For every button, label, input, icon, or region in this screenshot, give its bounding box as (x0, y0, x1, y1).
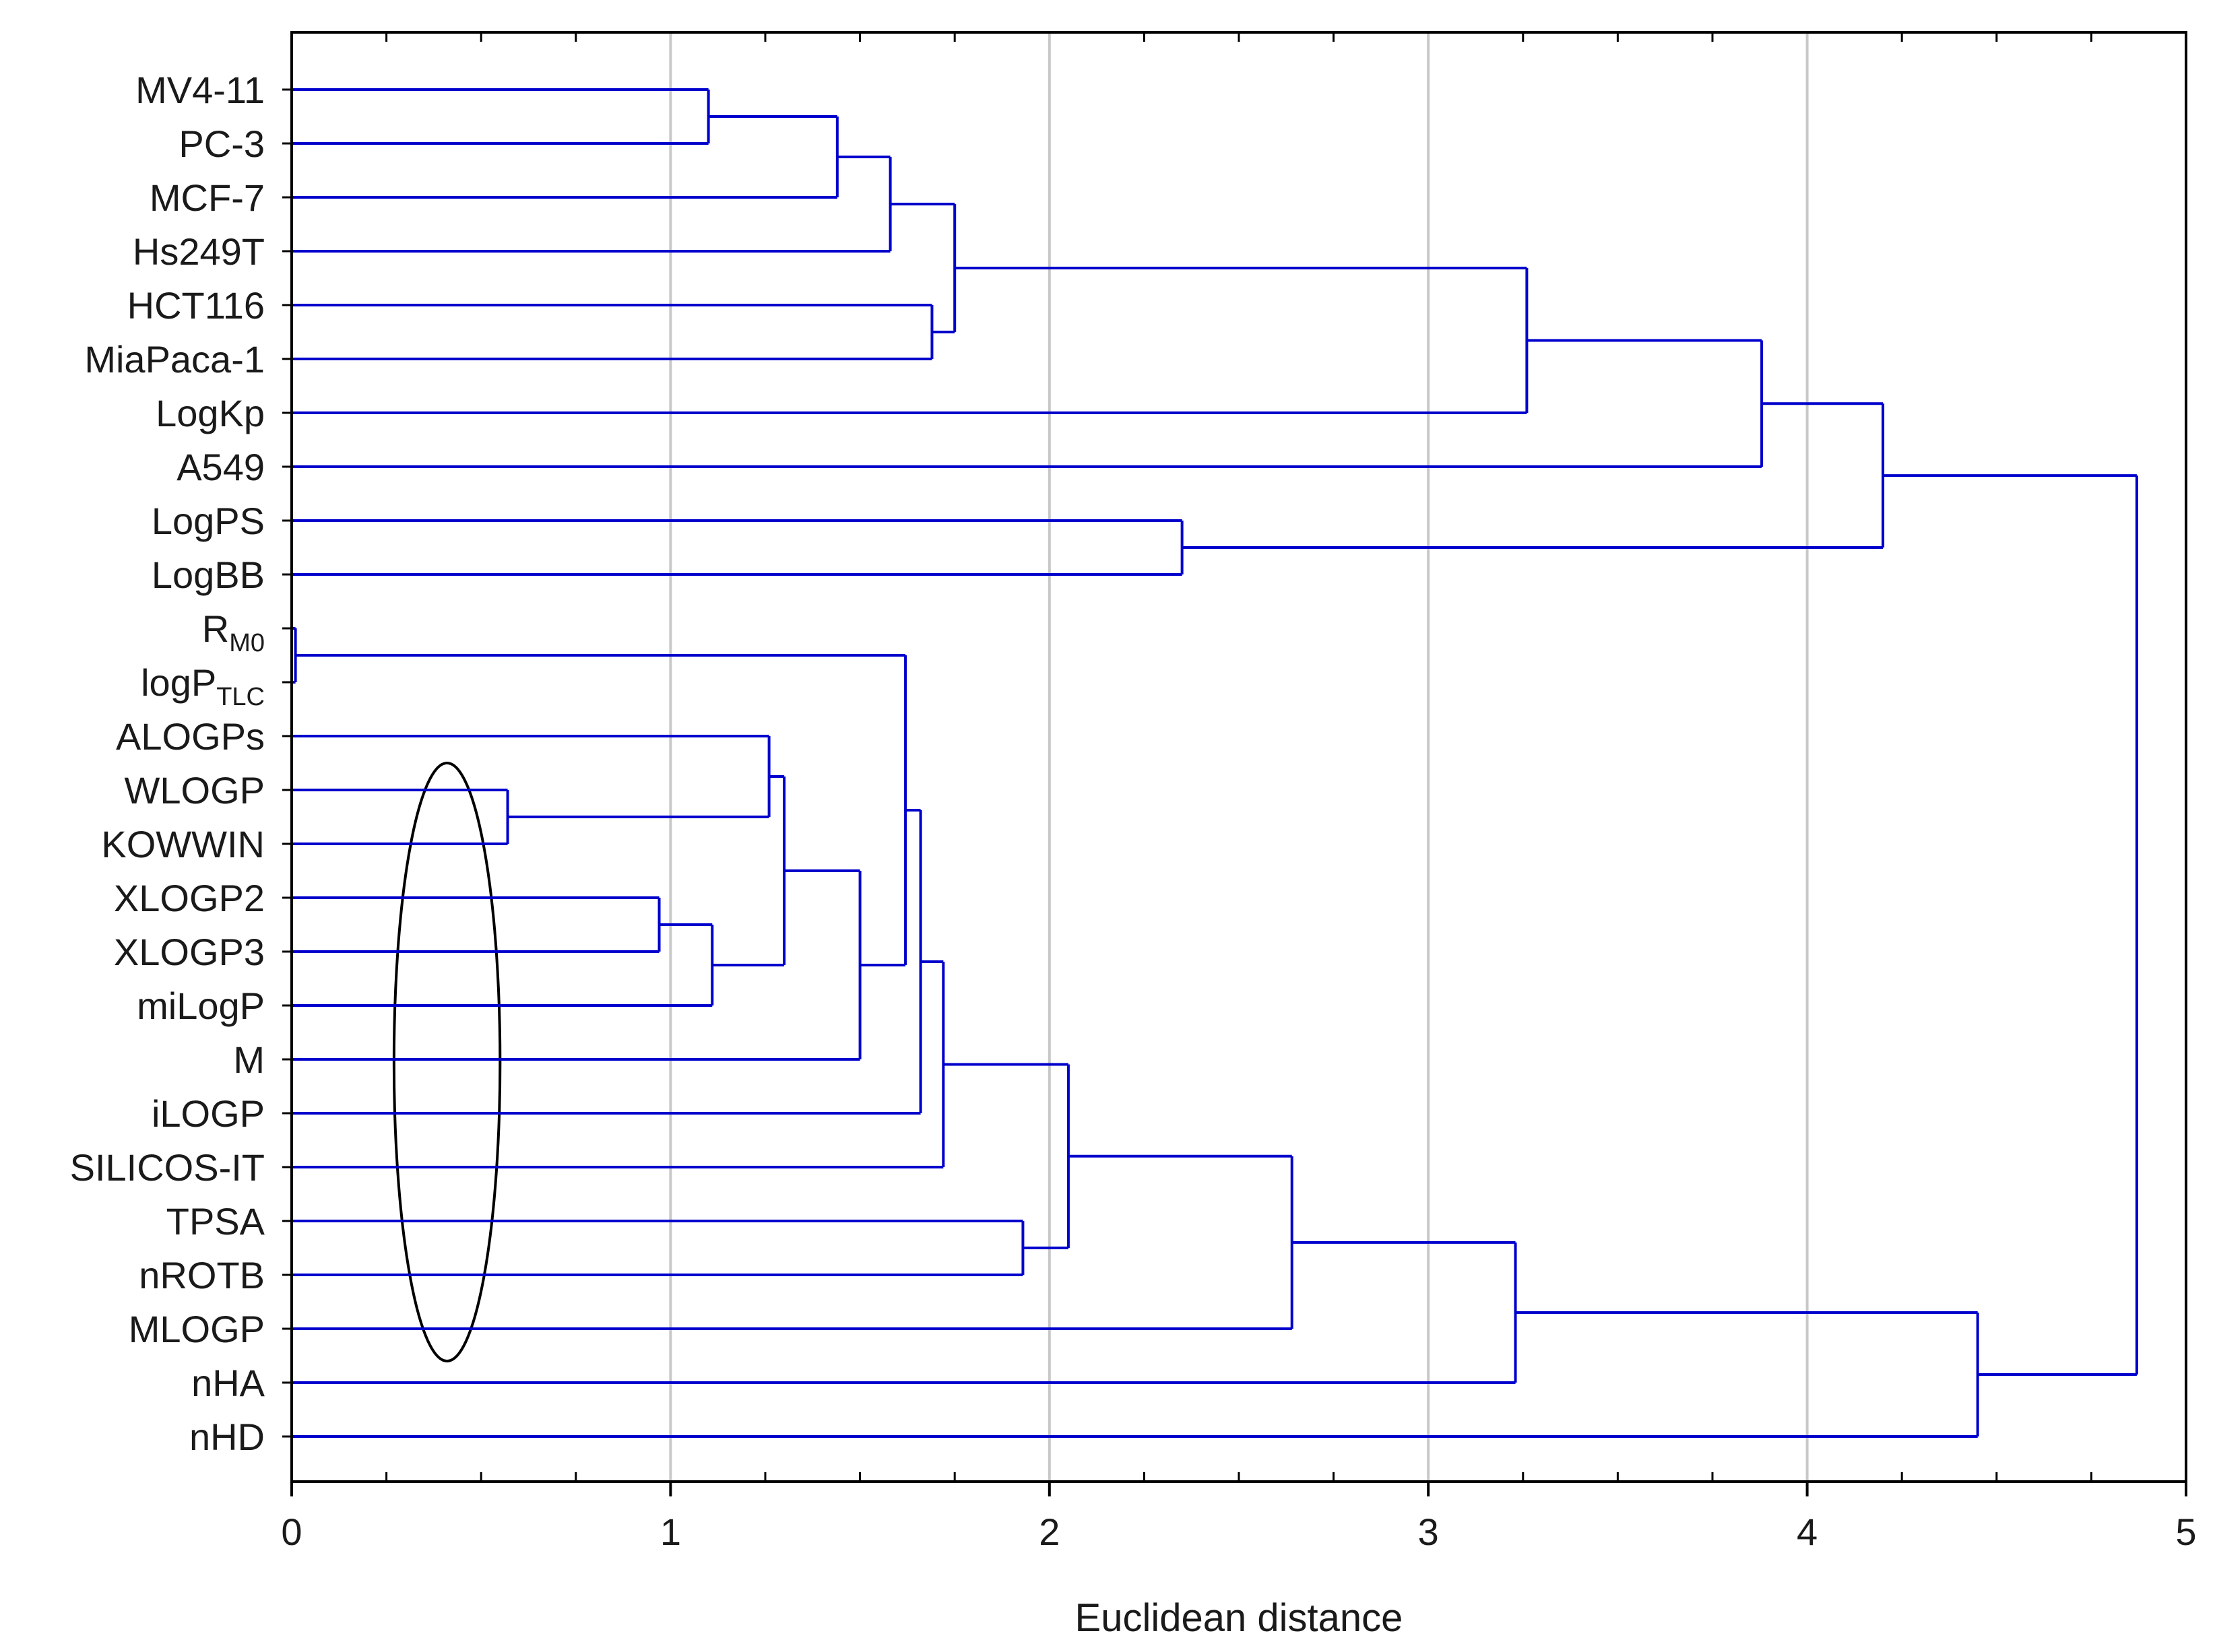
leaf-label: MV4-11 (135, 69, 265, 111)
leaf-label: LogBB (152, 554, 265, 596)
annotation-ellipse (392, 762, 502, 1362)
leaf-label: A549 (176, 446, 265, 488)
leaf-label: MCF-7 (150, 176, 265, 219)
leaf-label: PC-3 (179, 123, 265, 165)
leaf-label: RM0 (202, 607, 265, 657)
leaf-label: miLogP (137, 985, 265, 1027)
x-tick-label: 0 (281, 1511, 302, 1553)
leaf-label: Hs249T (133, 230, 265, 273)
leaf-label: XLOGP2 (114, 877, 265, 919)
leaf-label: M (233, 1038, 265, 1081)
leaf-label: nROTB (139, 1254, 265, 1296)
annotation-layer (392, 762, 502, 1362)
leaf-label: SILICOS-IT (70, 1146, 265, 1189)
x-tick-label: 4 (1797, 1511, 1818, 1553)
leaf-label-layer: MV4-11 PC-3 MCF-7 Hs249T HCT116 MiaPaca-1 LogK… (70, 69, 265, 1458)
x-axis-title: Euclidean distance (1075, 1596, 1403, 1640)
tick-layer: 0 1 2 3 4 5 (281, 32, 2197, 1553)
leaf-label: ALOGPs (116, 715, 265, 758)
x-tick-label: 5 (2175, 1511, 2196, 1553)
leaf-label: nHD (189, 1416, 265, 1458)
leaf-label: HCT116 (127, 284, 265, 327)
plot-frame (290, 31, 2187, 1483)
leaf-label: LogPS (152, 500, 265, 542)
branch-layer (292, 88, 2138, 1438)
leaf-label: iLOGP (152, 1092, 265, 1135)
leaf-label: TPSA (166, 1200, 265, 1243)
leaf-label: MLOGP (129, 1308, 265, 1350)
x-tick-label: 1 (660, 1511, 681, 1553)
leaf-label: XLOGP3 (114, 931, 265, 973)
grid-layer (669, 32, 1809, 1482)
frame-layer (290, 31, 2187, 1483)
leaf-label: WLOGP (125, 769, 265, 812)
x-tick-label: 2 (1039, 1511, 1060, 1553)
leaf-label: logPTLC (141, 661, 265, 711)
leaf-label: nHA (191, 1362, 265, 1404)
leaf-label: LogKp (156, 392, 265, 434)
leaf-label: KOWWIN (101, 823, 265, 865)
leaf-label: MiaPaca-1 (84, 338, 265, 381)
x-tick-label: 3 (1418, 1511, 1439, 1553)
